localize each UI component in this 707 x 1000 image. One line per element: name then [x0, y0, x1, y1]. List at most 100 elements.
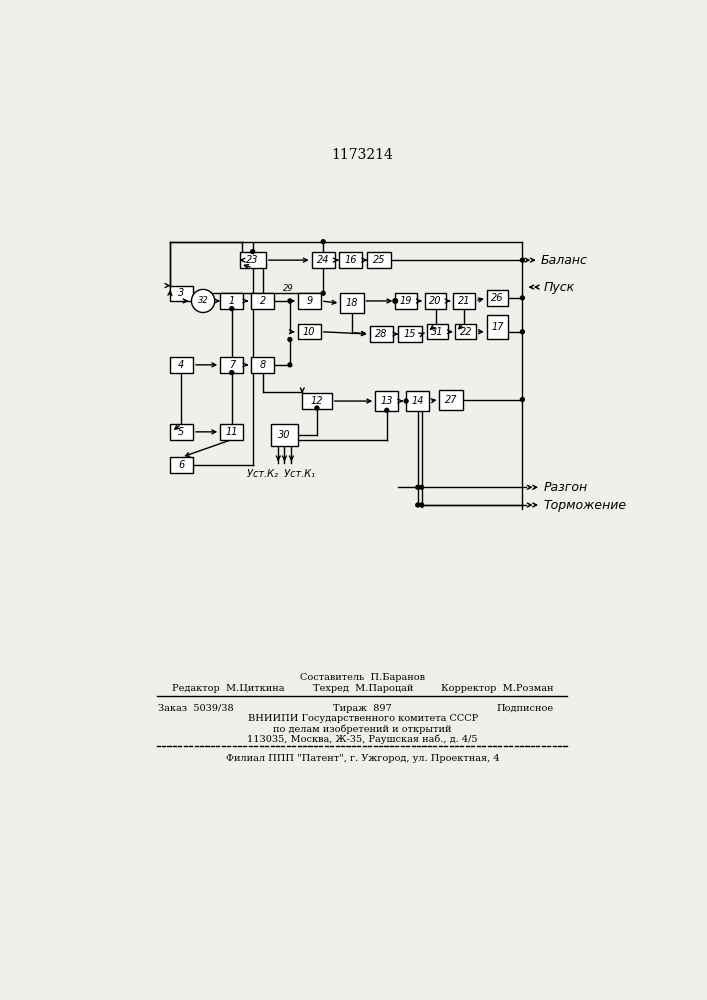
Text: 24: 24 — [317, 255, 329, 265]
Circle shape — [315, 406, 319, 410]
Text: 6: 6 — [178, 460, 185, 470]
Text: 12: 12 — [311, 396, 323, 406]
Text: Составитель  П.Баранов: Составитель П.Баранов — [300, 673, 425, 682]
Circle shape — [251, 250, 255, 254]
Text: Подписное: Подписное — [496, 704, 554, 713]
Text: 22: 22 — [460, 327, 472, 337]
Bar — [406, 391, 429, 411]
Circle shape — [416, 503, 420, 507]
Text: Разгон: Разгон — [543, 481, 588, 494]
Text: 1: 1 — [228, 296, 235, 306]
Text: Торможение: Торможение — [543, 498, 626, 512]
Bar — [425, 293, 446, 309]
Bar — [303, 393, 332, 409]
Text: 21: 21 — [458, 296, 470, 306]
Text: Техред  М.Пароцай: Техред М.Пароцай — [312, 684, 413, 693]
Bar — [298, 324, 321, 339]
Text: 14: 14 — [411, 396, 424, 406]
Text: 32: 32 — [198, 296, 209, 305]
Text: 18: 18 — [346, 298, 358, 308]
Circle shape — [520, 330, 525, 334]
Text: 31: 31 — [431, 327, 443, 337]
Circle shape — [321, 291, 325, 295]
Bar — [340, 293, 363, 313]
Text: 10: 10 — [303, 327, 315, 337]
Text: Уст.К₂  Уст.К₁: Уст.К₂ Уст.К₁ — [247, 469, 315, 479]
Bar — [220, 357, 243, 373]
Text: 30: 30 — [278, 430, 291, 440]
Circle shape — [288, 299, 292, 303]
Bar — [440, 389, 462, 410]
Bar — [398, 326, 421, 342]
Bar — [486, 290, 508, 306]
Text: по делам изобретений и открытий: по делам изобретений и открытий — [274, 724, 452, 734]
Bar — [170, 457, 193, 473]
Text: 26: 26 — [491, 293, 504, 303]
Bar — [453, 293, 475, 309]
Circle shape — [192, 289, 215, 312]
Text: 27: 27 — [445, 395, 457, 405]
Bar — [368, 252, 391, 268]
Text: Баланс: Баланс — [541, 254, 588, 267]
Text: 23: 23 — [247, 255, 259, 265]
Bar — [220, 424, 243, 440]
Text: Корректор  М.Розман: Корректор М.Розман — [441, 684, 554, 693]
Bar — [395, 293, 417, 309]
Text: 9: 9 — [306, 296, 312, 306]
Bar — [312, 252, 335, 268]
Bar — [271, 424, 298, 446]
Text: 2: 2 — [259, 296, 266, 306]
Bar — [339, 252, 362, 268]
Text: 15: 15 — [404, 329, 416, 339]
Text: 19: 19 — [400, 296, 412, 306]
Text: 20: 20 — [429, 296, 442, 306]
Circle shape — [385, 408, 389, 412]
Text: 7: 7 — [228, 360, 235, 370]
Circle shape — [288, 338, 292, 341]
Text: 113035, Москва, Ж-35, Раушская наб., д. 4/5: 113035, Москва, Ж-35, Раушская наб., д. … — [247, 734, 478, 744]
Text: Тираж  897: Тираж 897 — [333, 704, 392, 713]
Circle shape — [520, 296, 525, 300]
Bar — [170, 357, 193, 373]
Bar — [370, 326, 393, 342]
Text: Редактор  М.Циткина: Редактор М.Циткина — [172, 684, 285, 693]
Bar — [426, 324, 448, 339]
Bar — [240, 252, 266, 268]
Text: Пуск: Пуск — [543, 281, 574, 294]
Text: 25: 25 — [373, 255, 385, 265]
Text: 4: 4 — [178, 360, 185, 370]
Circle shape — [420, 503, 423, 507]
Circle shape — [321, 240, 325, 244]
Text: Филиал ППП "Патент", г. Ужгород, ул. Проектная, 4: Филиал ППП "Патент", г. Ужгород, ул. Про… — [226, 754, 500, 763]
Circle shape — [288, 363, 292, 367]
Text: 3: 3 — [178, 288, 185, 298]
Circle shape — [230, 371, 234, 374]
Bar — [298, 293, 321, 309]
Bar — [251, 357, 274, 373]
Text: 17: 17 — [491, 322, 504, 332]
Bar — [170, 286, 193, 301]
Bar — [455, 324, 477, 339]
Circle shape — [520, 258, 525, 262]
Bar — [170, 424, 193, 440]
Text: Заказ  5039/38: Заказ 5039/38 — [158, 704, 234, 713]
Circle shape — [404, 399, 408, 403]
Circle shape — [230, 307, 234, 311]
Text: 13: 13 — [380, 396, 393, 406]
Text: 28: 28 — [375, 329, 387, 339]
Text: 29: 29 — [283, 284, 293, 293]
Bar — [251, 293, 274, 309]
Text: 8: 8 — [259, 360, 266, 370]
Circle shape — [520, 398, 525, 401]
Text: 16: 16 — [344, 255, 356, 265]
Text: 5: 5 — [178, 427, 185, 437]
Bar — [375, 391, 398, 411]
Circle shape — [416, 485, 420, 489]
Circle shape — [393, 299, 397, 303]
Text: 1173214: 1173214 — [332, 148, 394, 162]
Bar — [220, 293, 243, 309]
Bar — [486, 315, 508, 339]
Circle shape — [420, 485, 423, 489]
Text: ВНИИПИ Государственного комитета СССР: ВНИИПИ Государственного комитета СССР — [247, 714, 478, 723]
Text: 11: 11 — [226, 427, 238, 437]
